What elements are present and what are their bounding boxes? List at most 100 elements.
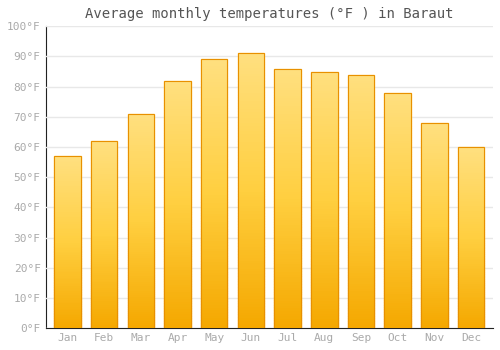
Bar: [274, 198, 301, 201]
Bar: [384, 182, 411, 184]
Bar: [311, 169, 338, 171]
Bar: [91, 323, 118, 324]
Bar: [274, 248, 301, 250]
Bar: [201, 146, 228, 148]
Bar: [201, 89, 228, 92]
Bar: [348, 82, 374, 85]
Bar: [458, 285, 484, 287]
Bar: [274, 289, 301, 292]
Bar: [274, 159, 301, 162]
Bar: [201, 301, 228, 304]
Bar: [238, 84, 264, 86]
Bar: [421, 320, 448, 322]
Bar: [421, 252, 448, 254]
Bar: [128, 262, 154, 264]
Bar: [458, 321, 484, 323]
Bar: [54, 299, 81, 301]
Bar: [384, 323, 411, 326]
Bar: [421, 248, 448, 250]
Bar: [311, 313, 338, 315]
Bar: [54, 254, 81, 256]
Bar: [91, 293, 118, 294]
Bar: [421, 326, 448, 328]
Bar: [274, 177, 301, 180]
Bar: [311, 107, 338, 110]
Bar: [458, 230, 484, 232]
Bar: [128, 189, 154, 191]
Bar: [164, 192, 191, 195]
Bar: [384, 281, 411, 284]
Bar: [54, 244, 81, 246]
Bar: [274, 300, 301, 302]
Bar: [384, 145, 411, 147]
Bar: [274, 133, 301, 136]
Bar: [458, 243, 484, 245]
Bar: [421, 303, 448, 306]
Bar: [128, 283, 154, 285]
Bar: [421, 189, 448, 191]
Bar: [91, 188, 118, 190]
Bar: [311, 215, 338, 218]
Bar: [238, 273, 264, 276]
Bar: [238, 259, 264, 262]
Bar: [54, 213, 81, 215]
Bar: [274, 211, 301, 214]
Bar: [201, 156, 228, 159]
Bar: [384, 109, 411, 112]
Bar: [274, 139, 301, 141]
Bar: [458, 241, 484, 243]
Bar: [348, 227, 374, 229]
Bar: [421, 139, 448, 141]
Bar: [384, 206, 411, 208]
Bar: [384, 295, 411, 298]
Bar: [384, 276, 411, 279]
Bar: [54, 285, 81, 287]
Bar: [91, 246, 118, 248]
Bar: [164, 316, 191, 318]
Bar: [238, 180, 264, 183]
Bar: [54, 223, 81, 225]
Bar: [421, 240, 448, 242]
Bar: [384, 161, 411, 163]
Bar: [458, 234, 484, 236]
Bar: [421, 160, 448, 162]
Bar: [384, 152, 411, 154]
Bar: [238, 271, 264, 273]
Bar: [274, 102, 301, 105]
Bar: [128, 138, 154, 140]
Bar: [91, 309, 118, 312]
Bar: [384, 180, 411, 182]
Bar: [274, 120, 301, 123]
Bar: [128, 195, 154, 197]
Bar: [458, 190, 484, 192]
Bar: [311, 298, 338, 300]
Bar: [458, 210, 484, 212]
Bar: [384, 251, 411, 253]
Bar: [421, 314, 448, 316]
Bar: [384, 149, 411, 152]
Bar: [54, 301, 81, 302]
Bar: [384, 112, 411, 114]
Bar: [384, 246, 411, 248]
Bar: [311, 187, 338, 190]
Bar: [201, 154, 228, 156]
Bar: [128, 165, 154, 167]
Bar: [201, 288, 228, 290]
Bar: [458, 236, 484, 238]
Bar: [201, 92, 228, 94]
Bar: [421, 141, 448, 144]
Bar: [238, 265, 264, 268]
Bar: [128, 122, 154, 125]
Bar: [54, 233, 81, 235]
Bar: [384, 126, 411, 128]
Bar: [421, 285, 448, 287]
Bar: [458, 317, 484, 319]
Bar: [348, 206, 374, 209]
Bar: [384, 163, 411, 166]
Bar: [274, 240, 301, 243]
Bar: [54, 189, 81, 190]
Bar: [311, 323, 338, 326]
Bar: [164, 167, 191, 170]
Bar: [238, 136, 264, 139]
Bar: [201, 239, 228, 242]
